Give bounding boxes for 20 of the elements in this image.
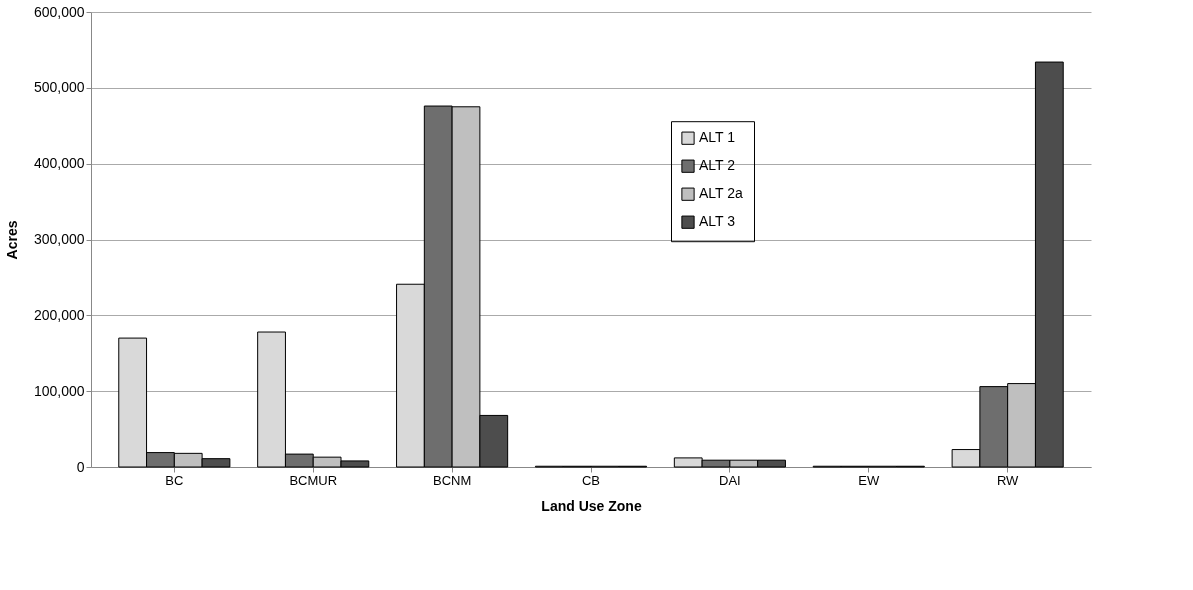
x-tick-label: CB	[581, 472, 601, 488]
y-tick-label: 500,000	[33, 79, 85, 96]
y-tick-label: 200,000	[33, 306, 85, 323]
y-axis-title: Acres	[3, 220, 20, 260]
y-tick-label: 100,000	[33, 382, 85, 399]
x-tick-label: EW	[858, 472, 880, 488]
y-tick-label: 300,000	[33, 231, 85, 247]
legend-label: ALT 3	[699, 213, 736, 230]
x-tick-label: BCNM	[432, 472, 472, 488]
x-tick-label: BC	[165, 472, 184, 488]
y-tick-label: 600,000	[33, 3, 85, 20]
x-tick-label: RW	[996, 472, 1020, 488]
legend-label: ALT 2a	[699, 185, 744, 202]
x-tick-label: DAI	[719, 472, 741, 488]
x-tick-label: BCMUR	[289, 472, 338, 488]
y-tick-label: 0	[76, 458, 85, 475]
legend-label: ALT 1	[699, 129, 736, 146]
legend-label: ALT 2	[699, 157, 736, 174]
y-tick-label: 400,000	[33, 155, 85, 172]
x-axis-title: Land Use Zone	[541, 497, 642, 514]
